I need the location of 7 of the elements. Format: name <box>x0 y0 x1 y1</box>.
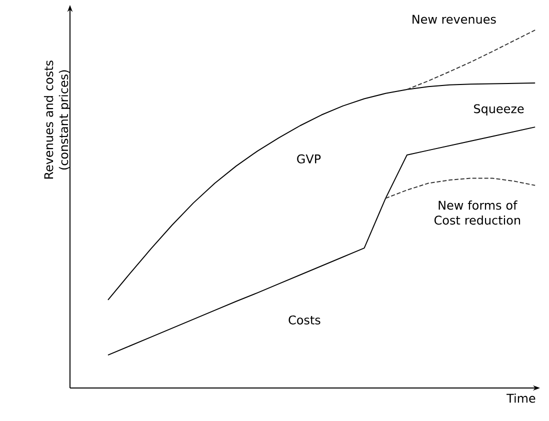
y-axis-title: Revenues and costs (constant prices) <box>44 60 70 179</box>
series-label: GVP <box>297 154 321 164</box>
series-label: New revenues <box>412 14 496 24</box>
series-label: New forms of Cost reduction <box>434 200 520 225</box>
annotation: Squeeze <box>474 104 524 116</box>
x-axis-title: Time <box>506 394 536 403</box>
text: Costs <box>288 315 320 325</box>
